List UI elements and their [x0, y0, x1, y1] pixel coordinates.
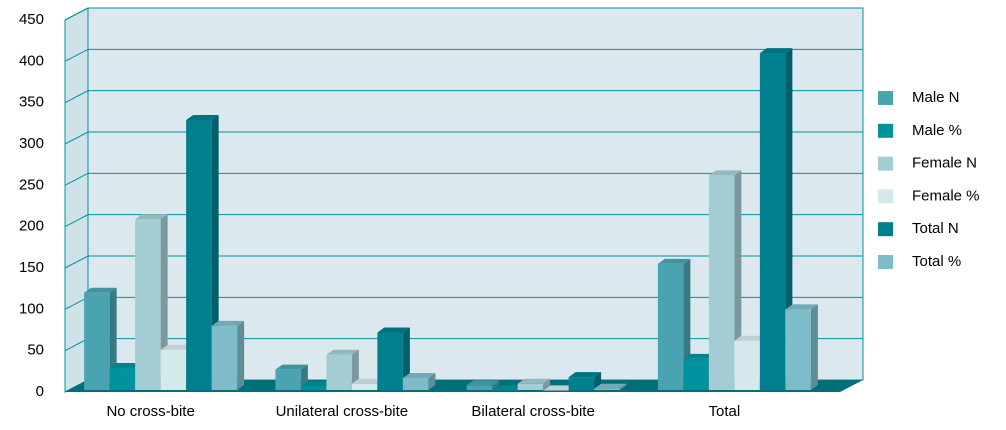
bar: [709, 175, 735, 390]
legend-label: Female N: [912, 155, 977, 172]
bar: [760, 53, 786, 390]
y-tick-label: 400: [19, 52, 44, 69]
legend-swatch: [878, 157, 893, 171]
y-tick-label: 450: [19, 11, 44, 28]
bar: [352, 384, 378, 390]
y-tick-label: 300: [19, 135, 44, 152]
y-tick-label: 250: [19, 176, 44, 193]
y-tick-label: 0: [36, 383, 44, 400]
legend-label: Total %: [912, 253, 961, 270]
bar-side: [237, 321, 244, 390]
y-tick-label: 150: [19, 259, 44, 276]
legend-swatch: [878, 124, 893, 138]
bar: [275, 370, 301, 390]
bar: [785, 309, 811, 390]
y-tick-label: 200: [19, 218, 44, 235]
legend-label: Total N: [912, 220, 959, 237]
bar: [569, 377, 595, 390]
bar: [326, 355, 352, 390]
bar: [135, 219, 161, 390]
legend-label: Male %: [912, 122, 962, 139]
y-tick-label: 50: [27, 342, 44, 359]
bar-side: [811, 304, 818, 390]
bar: [467, 385, 493, 390]
x-tick-label: Unilateral cross-bite: [276, 403, 409, 420]
x-tick-label: No cross-bite: [106, 403, 194, 420]
legend-label: Male N: [912, 89, 960, 106]
bar: [594, 389, 620, 390]
legend-swatch: [878, 91, 893, 105]
bar: [683, 359, 709, 390]
y-tick-label: 100: [19, 300, 44, 317]
y-tick-label: 350: [19, 94, 44, 111]
bar: [301, 386, 327, 390]
bar: [403, 378, 429, 390]
bar: [734, 341, 760, 390]
bar: [110, 368, 136, 390]
bar: [212, 326, 238, 390]
x-tick-label: Total: [709, 403, 741, 420]
bar: [186, 120, 212, 390]
bar: [161, 350, 187, 390]
bar: [658, 264, 684, 390]
legend-label: Female %: [912, 187, 980, 204]
bar: [84, 293, 110, 390]
legend-swatch: [878, 222, 893, 236]
legend-swatch: [878, 189, 893, 203]
x-tick-label: Bilateral cross-bite: [471, 403, 594, 420]
legend-swatch: [878, 255, 893, 269]
bar: [518, 384, 544, 390]
bar: [377, 332, 403, 390]
